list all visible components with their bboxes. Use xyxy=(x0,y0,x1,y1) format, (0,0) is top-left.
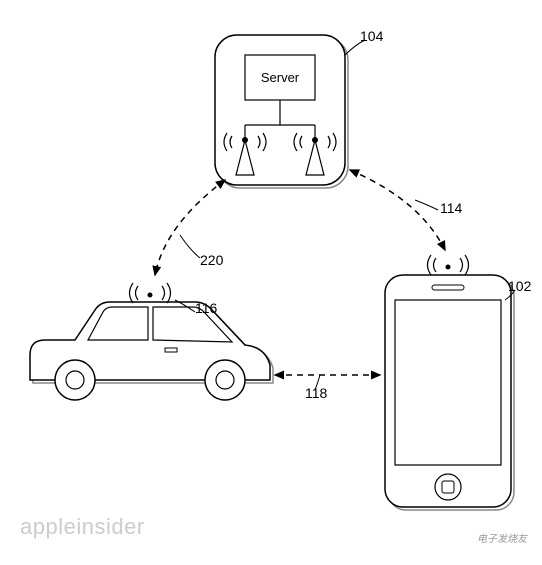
watermark-text: appleinsider xyxy=(20,514,145,540)
ref-220: 220 xyxy=(200,252,223,268)
server-node xyxy=(215,35,348,188)
ref-114: 114 xyxy=(440,200,462,216)
car-node xyxy=(30,283,273,400)
ref-116: 116 xyxy=(195,300,217,316)
corner-mark: 电子发烧友 xyxy=(477,530,527,545)
ref-118: 118 xyxy=(305,385,327,401)
diagram-canvas: Server 104 114 220 116 118 102 appleinsi… xyxy=(0,0,542,560)
ref-102: 102 xyxy=(508,278,531,294)
ref-104: 104 xyxy=(360,28,383,44)
phone-node xyxy=(385,255,514,510)
server-label: Server xyxy=(258,70,302,85)
